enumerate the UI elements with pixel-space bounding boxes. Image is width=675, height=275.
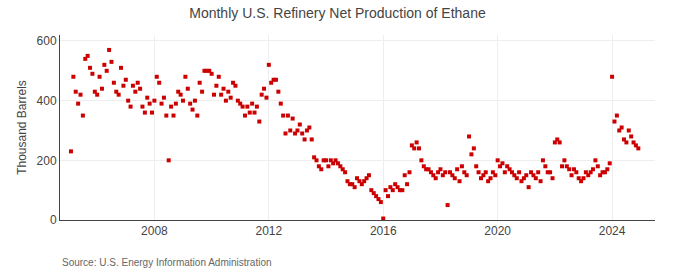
svg-text:400: 400 — [37, 94, 57, 108]
svg-text:Thousand Barrels: Thousand Barrels — [15, 80, 29, 175]
svg-text:2024: 2024 — [599, 224, 626, 238]
svg-text:2020: 2020 — [484, 224, 511, 238]
svg-text:600: 600 — [37, 34, 57, 48]
svg-text:Monthly U.S. Refinery Net Prod: Monthly U.S. Refinery Net Production of … — [189, 5, 486, 21]
svg-text:0: 0 — [50, 213, 57, 227]
svg-text:Source: U.S. Energy Informatio: Source: U.S. Energy Information Administ… — [62, 257, 272, 268]
svg-text:200: 200 — [37, 154, 57, 168]
svg-text:2008: 2008 — [141, 224, 168, 238]
svg-text:2012: 2012 — [255, 224, 282, 238]
svg-text:2016: 2016 — [370, 224, 397, 238]
